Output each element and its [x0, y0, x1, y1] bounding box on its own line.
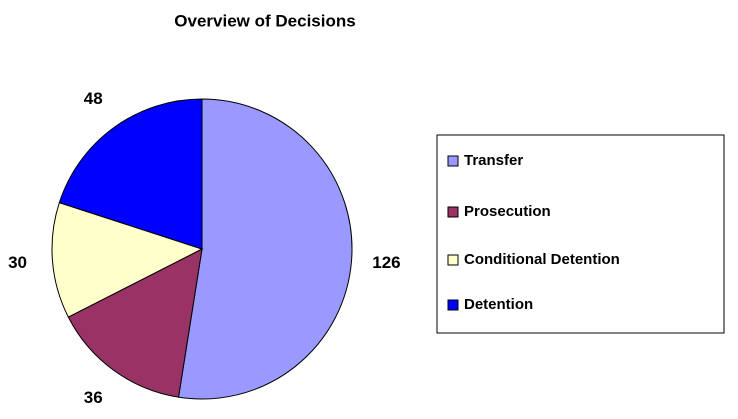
legend-swatch — [447, 206, 459, 218]
pie-slice — [51, 202, 204, 318]
chart-title: Overview of Decisions — [174, 11, 355, 30]
pie-slice — [58, 98, 203, 250]
legend-label: Transfer — [464, 152, 523, 169]
legend-label: Prosecution — [464, 203, 551, 220]
data-label: 126 — [372, 253, 400, 272]
legend-swatch — [447, 155, 459, 167]
pie-slice — [177, 98, 353, 400]
legend-box — [436, 134, 725, 334]
data-label: 30 — [8, 253, 27, 272]
legend-swatch — [447, 299, 459, 311]
legend-label: Detention — [464, 296, 533, 313]
data-label: 36 — [84, 388, 103, 407]
legend-swatch — [447, 254, 459, 266]
legend-label: Conditional Detention — [464, 251, 620, 268]
pie-slice — [67, 248, 203, 398]
data-label: 48 — [84, 89, 103, 108]
